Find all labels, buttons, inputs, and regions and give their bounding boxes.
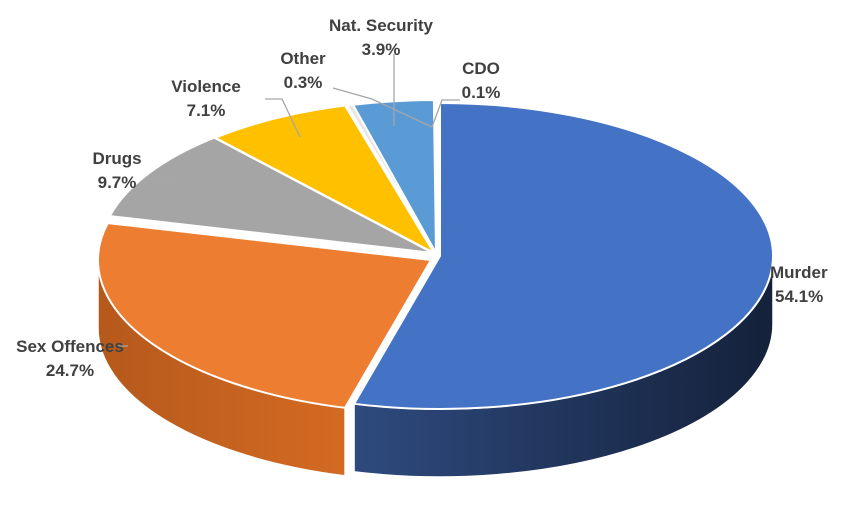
label-nat-security: Nat. Security	[329, 16, 433, 35]
label-other: Other	[280, 49, 326, 68]
value-label-nat-security: 3.9%	[362, 40, 401, 59]
slice-cdo	[433, 98, 438, 254]
slice-murder	[353, 102, 774, 410]
slice-drugs	[108, 136, 434, 254]
leader-line-cdo	[431, 99, 460, 128]
leader-line-other	[332, 87, 433, 128]
pie-top-faces	[97, 98, 774, 410]
slice-sex-offences	[97, 222, 432, 409]
slice-violence	[214, 104, 435, 254]
leader-line-violence	[265, 98, 301, 138]
value-label-sex-offences: 24.7%	[46, 361, 94, 380]
value-label-other: 0.3%	[284, 73, 323, 92]
value-label-drugs: 9.7%	[98, 173, 137, 192]
label-drugs: Drugs	[92, 149, 141, 168]
label-violence: Violence	[171, 77, 241, 96]
value-label-murder: 54.1%	[775, 287, 823, 306]
label-murder: Murder	[770, 263, 828, 282]
label-cdo: CDO	[462, 59, 500, 78]
data-labels: Murder 54.1% Sex Offences 24.7% Drugs 9.7% Vio…	[16, 16, 828, 380]
value-label-violence: 7.1%	[187, 101, 226, 120]
leader-lines	[115, 54, 460, 347]
value-label-cdo: 0.1%	[462, 83, 501, 102]
label-sex-offences: Sex Offences	[16, 337, 124, 356]
slice-nat-security	[352, 99, 437, 254]
